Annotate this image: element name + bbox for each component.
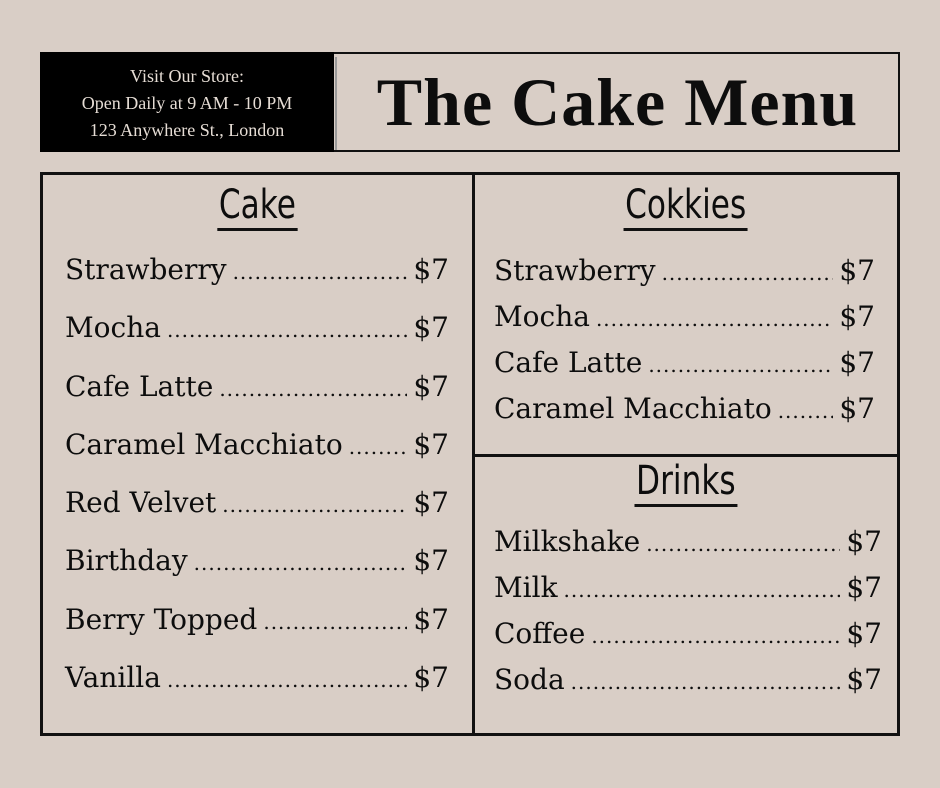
store-info-banner: Visit Our Store: Open Daily at 9 AM - 10… <box>40 52 334 152</box>
item-name: Vanilla <box>65 661 161 695</box>
item-name: Mocha <box>494 300 590 333</box>
item-price: $7 <box>413 311 449 345</box>
item-price: $7 <box>846 617 882 650</box>
menu-item: Berry Topped............................… <box>65 603 449 661</box>
dot-leader: ........................................… <box>648 353 833 377</box>
item-name: Mocha <box>65 311 161 345</box>
item-price: $7 <box>846 525 882 558</box>
item-name: Strawberry <box>65 253 227 286</box>
menu-item: Coffee..................................… <box>494 617 882 663</box>
menu-board: Cake Strawberry.........................… <box>40 172 900 736</box>
horizontal-divider <box>475 454 897 457</box>
item-name: Caramel Macchiato <box>65 427 343 461</box>
menu-item: Cafe Latte..............................… <box>494 346 875 392</box>
dot-leader: ........................................… <box>646 532 840 556</box>
dot-leader: ........................................… <box>193 551 408 576</box>
menu-item: Strawberry..............................… <box>494 254 875 300</box>
item-name: Cafe Latte <box>494 346 643 379</box>
item-name: Milkshake <box>494 525 641 558</box>
item-price: $7 <box>839 254 875 287</box>
dot-leader: ........................................… <box>263 609 408 634</box>
store-hours: Open Daily at 9 AM - 10 PM <box>81 93 293 113</box>
dot-leader: ........................................… <box>166 318 407 343</box>
cookies-list: Strawberry..............................… <box>494 254 875 438</box>
dot-leader: ........................................… <box>570 670 841 694</box>
menu-item: Soda....................................… <box>494 663 882 709</box>
dot-leader: ........................................… <box>591 624 840 648</box>
cake-heading: Cake <box>43 182 472 231</box>
item-price: $7 <box>839 300 875 333</box>
item-price: $7 <box>839 346 875 379</box>
item-price: $7 <box>413 427 449 461</box>
menu-item: Vanilla.................................… <box>65 661 449 719</box>
dot-leader: ........................................… <box>222 493 407 518</box>
item-name: Coffee <box>494 617 586 650</box>
item-name: Red Velvet <box>65 486 217 520</box>
dot-leader: ........................................… <box>777 399 834 423</box>
menu-item: Mocha...................................… <box>65 311 449 369</box>
item-name: Cafe Latte <box>65 369 214 403</box>
store-info-heading: Visit Our Store: <box>130 66 244 86</box>
dot-leader: ........................................… <box>563 578 841 602</box>
menu-item: Caramel Macchiato.......................… <box>494 392 875 438</box>
menu-item: Caramel Macchiato.......................… <box>65 428 449 486</box>
item-price: $7 <box>413 369 449 403</box>
item-name: Milk <box>494 571 558 604</box>
menu-item: Cafe Latte..............................… <box>65 370 449 428</box>
menu-item: Mocha...................................… <box>494 300 875 346</box>
item-name: Birthday <box>65 544 188 578</box>
title-box: The Cake Menu <box>333 52 900 152</box>
item-price: $7 <box>413 661 449 695</box>
item-price: $7 <box>839 392 875 425</box>
item-name: Berry Topped <box>65 602 258 636</box>
dot-leader: ........................................… <box>166 668 407 693</box>
menu-item: Milk....................................… <box>494 571 882 617</box>
menu-item: Red Velvet..............................… <box>65 486 449 544</box>
item-price: $7 <box>413 253 449 286</box>
drinks-heading: Drinks <box>475 458 897 507</box>
item-price: $7 <box>846 571 882 604</box>
item-price: $7 <box>846 663 882 696</box>
menu-item: Milkshake...............................… <box>494 525 882 571</box>
cookies-heading: Cokkies <box>475 182 897 231</box>
menu-item: Birthday................................… <box>65 544 449 602</box>
dot-leader: ........................................… <box>661 261 834 285</box>
item-name: Strawberry <box>494 254 656 287</box>
item-price: $7 <box>413 602 449 636</box>
item-name: Soda <box>494 663 565 696</box>
drinks-list: Milkshake...............................… <box>494 525 882 709</box>
item-price: $7 <box>413 544 449 578</box>
item-name: Caramel Macchiato <box>494 392 772 425</box>
cake-list: Strawberry..............................… <box>65 253 449 719</box>
store-address: 123 Anywhere St., London <box>89 120 285 140</box>
menu-item: Strawberry..............................… <box>65 253 449 311</box>
page-title: The Cake Menu <box>376 64 859 140</box>
dot-leader: ........................................… <box>219 376 407 401</box>
dot-leader: ........................................… <box>232 260 408 284</box>
item-price: $7 <box>413 486 449 520</box>
vertical-divider <box>472 175 475 733</box>
dot-leader: ........................................… <box>595 307 833 331</box>
dot-leader: ........................................… <box>348 434 408 459</box>
